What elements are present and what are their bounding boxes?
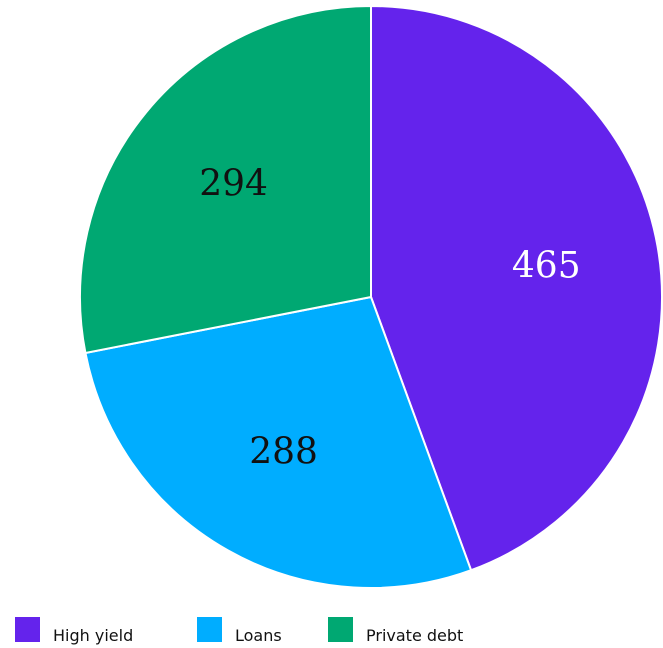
- pie-slice-high-yield: [370, 4, 663, 572]
- data-label-high-yield: 465: [512, 245, 581, 286]
- pie-chart: 465 288 294: [79, 4, 663, 589]
- data-label-loans: 288: [249, 432, 318, 473]
- legend: High yield Loans Private debt: [0, 617, 663, 648]
- pie-slice-private-debt: [79, 4, 372, 355]
- legend-label-private-debt: Private debt: [366, 626, 464, 645]
- legend-label-high-yield: High yield: [53, 626, 134, 645]
- legend-label-loans: Loans: [235, 626, 282, 645]
- legend-item-high-yield: High yield: [15, 617, 133, 645]
- legend-item-private-debt: Private debt: [328, 617, 463, 645]
- data-label-private-debt: 294: [199, 163, 268, 204]
- legend-swatch-private-debt: [328, 617, 353, 642]
- pie-slice-loans: [84, 295, 473, 589]
- legend-swatch-loans: [197, 617, 222, 642]
- legend-item-loans: Loans: [197, 617, 282, 645]
- legend-swatch-high-yield: [15, 617, 40, 642]
